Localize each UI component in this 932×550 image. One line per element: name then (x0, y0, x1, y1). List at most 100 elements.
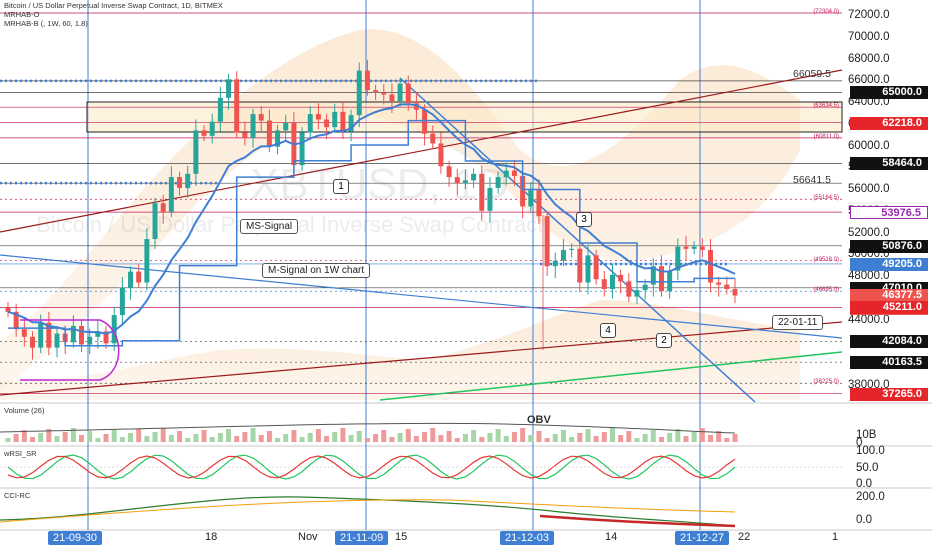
ms-signal-callout: MS-Signal (240, 219, 299, 234)
candle-body (667, 270, 673, 292)
candle-body (119, 287, 125, 316)
candle-body (128, 271, 134, 288)
candle-body (511, 170, 517, 177)
candle-body (691, 246, 697, 249)
candle-body (111, 315, 117, 344)
volume-bar (683, 436, 689, 442)
candle-body (144, 239, 150, 283)
indicator-mrhab-b: MRHAB-B (, 1W, 60, 1.8) (4, 19, 88, 28)
volume-bar (340, 428, 346, 442)
price-label: 50876.0 (850, 239, 928, 253)
volume-bar (324, 436, 330, 442)
wrsi-tick-50: 50.0 (856, 462, 879, 474)
candle-body (299, 132, 305, 166)
candle-body (405, 83, 411, 104)
candle-body (168, 177, 174, 212)
candle-body (87, 336, 93, 345)
cci-line (0, 496, 736, 527)
candle-body (46, 322, 52, 348)
volume-bar (315, 429, 321, 442)
level-label-66059: 66059.5 (793, 68, 831, 80)
volume-bar (413, 436, 419, 442)
volume-bar (650, 430, 656, 442)
volume-bar (601, 432, 607, 442)
volume-bar (389, 437, 395, 442)
volume-bar (177, 431, 183, 442)
candle-body (364, 70, 370, 91)
volume-bar (217, 433, 223, 442)
price-tick: 48000.0 (848, 270, 890, 283)
green-trendline (379, 351, 843, 401)
candle-body (242, 132, 248, 138)
level-label-56641: 56641.5 (793, 174, 831, 186)
obv-label: OBV (527, 414, 551, 426)
wrsi-tick-0: 0.0 (856, 478, 872, 490)
volume-bar (95, 438, 101, 442)
candle-body (462, 180, 468, 184)
price-tick: 52000.0 (848, 226, 890, 239)
m-signal-1w-line (8, 119, 735, 347)
wrsi-line (7, 454, 736, 480)
price-tick: 60000.0 (848, 139, 890, 152)
volume-bar (87, 431, 93, 442)
candle-body (103, 331, 109, 344)
volume-bar (119, 437, 125, 442)
volume-bar (487, 433, 493, 442)
wrsi-signal-line (7, 455, 736, 479)
price-label: 42084.0 (850, 335, 928, 349)
candle-body (569, 248, 575, 250)
candle-body (707, 249, 713, 283)
volume-tick-10b: 10B (856, 429, 877, 441)
volume-bar (283, 434, 289, 442)
volume-bar (46, 429, 52, 442)
volume-bar (454, 438, 460, 442)
candle-body (618, 274, 624, 282)
volume-bar (520, 428, 526, 442)
candle-body (201, 130, 207, 136)
volume-bar (699, 428, 705, 442)
candle-body (585, 255, 591, 283)
volume-bar (569, 437, 575, 442)
volume-bar (438, 435, 444, 442)
candle-body (70, 325, 76, 343)
wave-label-3: 3 (576, 212, 592, 227)
price-tick: 56000.0 (848, 183, 890, 196)
candle-body (658, 266, 664, 292)
x-axis-label: 14 (605, 531, 618, 543)
level-tick: (49518.0) (813, 256, 839, 263)
x-axis-label: 21-12-03 (500, 531, 555, 545)
volume-bar (250, 428, 256, 442)
volume-bar (405, 429, 411, 442)
volume-bar (30, 437, 36, 442)
candle-body (340, 111, 346, 132)
candle-body (544, 216, 550, 267)
x-axis-label: 1 (832, 531, 839, 543)
volume-bar (234, 436, 240, 442)
candle-body (356, 70, 362, 116)
blue-trendline-down (399, 77, 756, 403)
x-axis-label: 22 (738, 531, 751, 543)
volume-bar (609, 428, 615, 442)
cci-tick-0: 0.0 (856, 514, 872, 526)
candle-body (315, 114, 321, 120)
candle-body (79, 325, 85, 345)
volume-bar (144, 436, 150, 442)
candle-body (307, 114, 313, 133)
candle-body (381, 92, 387, 95)
volume-bar (168, 435, 174, 442)
indicator-mrhab-o: MRHAB-O (4, 10, 40, 19)
candle-body (152, 203, 158, 240)
level-tick: (60811.0) (813, 133, 839, 140)
candle-body (250, 114, 256, 138)
volume-bar (577, 433, 583, 442)
volume-bar (667, 433, 673, 442)
candle-body (13, 311, 19, 330)
candle-body (479, 173, 485, 211)
level-tick: (55164.5) (813, 195, 839, 202)
level-tick: (63634.5) (813, 103, 839, 110)
level-tick: (46695.0) (813, 287, 839, 294)
price-label: 58464.0 (850, 157, 928, 171)
volume-tick-0: 0 (856, 437, 863, 449)
volume-bar (479, 437, 485, 442)
x-axis-label: 18 (205, 531, 218, 543)
